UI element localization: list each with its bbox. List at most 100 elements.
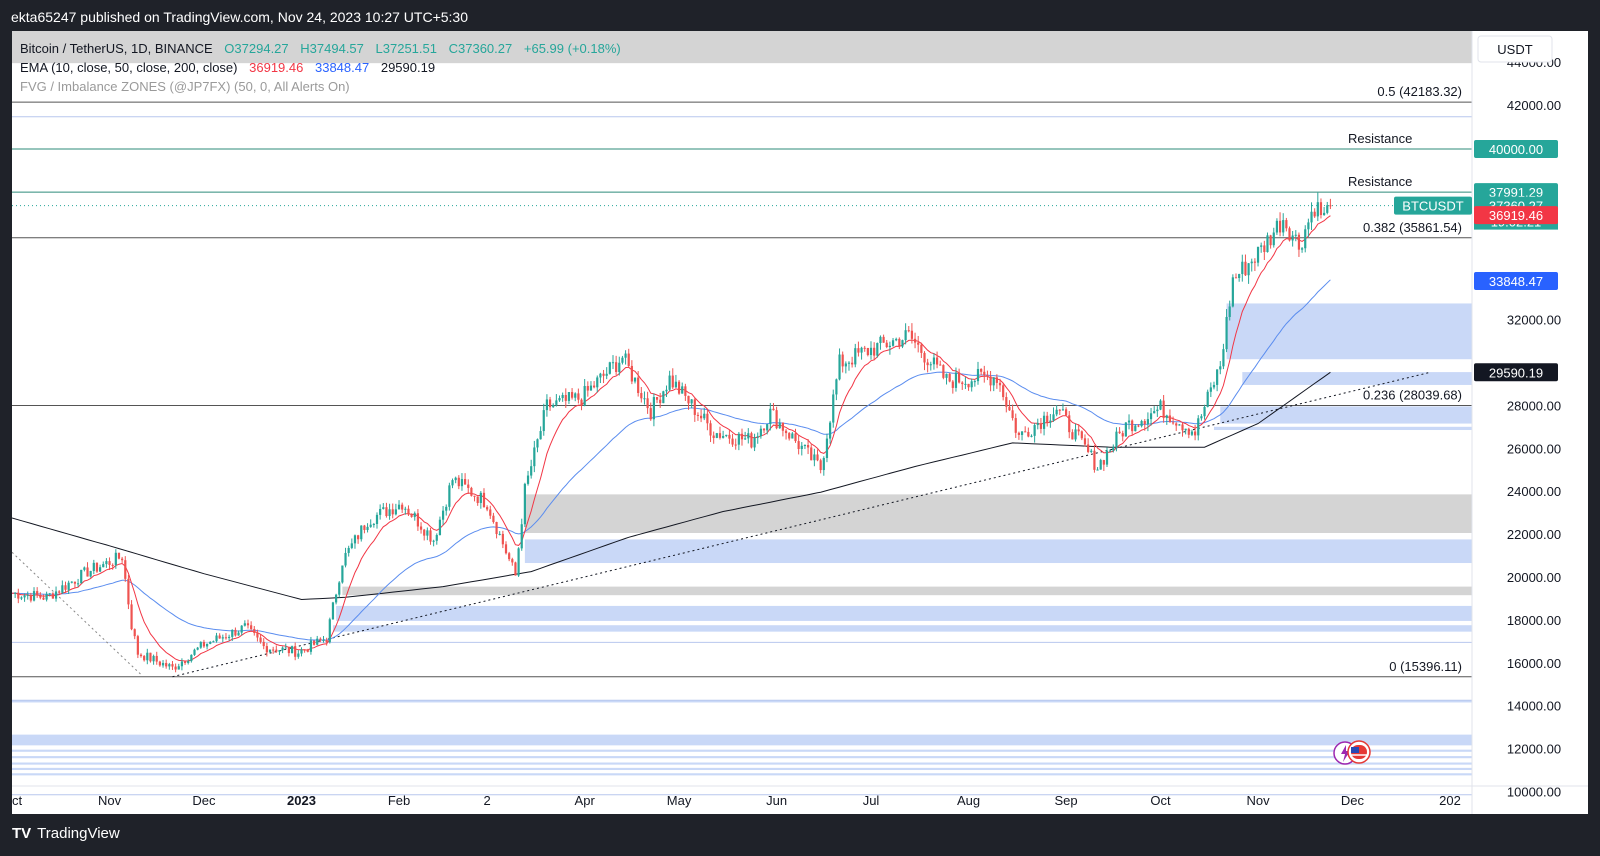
candle (747, 433, 750, 439)
candle (1219, 366, 1222, 370)
candle (228, 636, 231, 638)
candle (854, 348, 857, 365)
fvg-zone (1213, 426, 1472, 431)
candle (1153, 411, 1156, 414)
candle (451, 480, 454, 486)
candle (1175, 423, 1178, 426)
currency-button[interactable]: USDT (1477, 35, 1553, 63)
candle (1197, 418, 1200, 436)
candle (504, 544, 508, 554)
candle (1168, 415, 1172, 423)
candle (1099, 460, 1102, 470)
candle (89, 570, 92, 577)
candle (410, 514, 413, 517)
candle (240, 625, 243, 633)
candle (1143, 420, 1146, 425)
fvg-zone (1226, 303, 1472, 360)
candle (183, 661, 187, 663)
candle (857, 348, 860, 353)
candle (121, 558, 124, 561)
ema50-line (11, 279, 1331, 641)
x-tick-label: Dec (192, 793, 216, 808)
candle (593, 385, 596, 388)
candle (473, 495, 476, 497)
fvg-zone (342, 586, 1472, 596)
candle (973, 381, 976, 383)
candle (508, 553, 511, 560)
candle (570, 392, 574, 398)
candle (797, 441, 800, 449)
candle (671, 375, 674, 388)
price-chart[interactable]: 0.5 (42183.32) 0.382 (35861.54) 0.236 (280… (2, 31, 1588, 814)
candle (316, 638, 319, 645)
candle (621, 357, 624, 363)
fvg-zone (12, 767, 1472, 771)
candle (467, 484, 470, 488)
candle (297, 653, 300, 657)
tradingview-logo: TV (12, 825, 32, 842)
candle (618, 362, 621, 372)
candle (1216, 369, 1219, 385)
candle (841, 354, 844, 367)
candle (432, 540, 435, 542)
candle (391, 509, 394, 515)
candle (224, 637, 228, 639)
axis-layer: 44000.0042000.0032000.0028000.0026000.00… (2, 31, 1588, 814)
events-icon[interactable] (1333, 740, 1371, 765)
candle (438, 519, 442, 536)
legend-low: 37251.51 (383, 41, 437, 56)
candle (1159, 400, 1162, 410)
candle (51, 593, 55, 599)
candle (800, 445, 803, 449)
legend-o-label: O (224, 41, 234, 56)
fib-label: 0.5 (42183.32) (1377, 84, 1462, 99)
candle (1269, 235, 1272, 246)
candle (1093, 450, 1096, 470)
legend-ema200: 29590.19 (381, 60, 435, 75)
candle (882, 336, 885, 343)
candle (904, 330, 907, 341)
candle (1005, 397, 1008, 407)
candle (111, 564, 114, 566)
candle (539, 431, 542, 440)
candle (920, 344, 923, 353)
candle (161, 662, 165, 666)
candle (209, 641, 212, 644)
brand-name: TradingView (37, 825, 120, 842)
candle (1256, 246, 1260, 263)
price-tag-label: 37991.29 (1489, 185, 1543, 200)
legend-symbol: Bitcoin / TetherUS, 1D, BINANCE (20, 41, 213, 56)
candle (470, 487, 473, 496)
candle (989, 376, 992, 386)
candle (983, 371, 986, 376)
x-tick-label: 2 (484, 793, 491, 808)
fvg-zones (12, 31, 1473, 796)
candle (448, 485, 451, 507)
x-tick-label: May (667, 793, 692, 808)
footer-bar: TV TradingView (0, 814, 1600, 856)
chart-area[interactable]: 0.5 (42183.32) 0.382 (35861.54) 0.236 (280… (2, 31, 1588, 814)
candle (589, 385, 593, 391)
candle (699, 415, 703, 419)
candle (1307, 222, 1310, 230)
candle (202, 641, 206, 647)
candle (1131, 420, 1134, 432)
legend-h-label: H (300, 41, 309, 56)
fvg-zone (524, 539, 1472, 564)
candle (1156, 409, 1159, 412)
candle (246, 623, 250, 626)
candle (325, 639, 328, 643)
candle (1247, 263, 1250, 276)
candle (234, 629, 237, 636)
candle (205, 643, 209, 647)
tradingview-brand[interactable]: TV TradingView (12, 825, 120, 842)
candle (958, 372, 961, 383)
candle (149, 652, 152, 662)
candle (784, 430, 788, 434)
candle (250, 625, 253, 630)
fvg-zone (12, 756, 1472, 759)
candle (1187, 428, 1190, 435)
candle (218, 635, 221, 639)
candle (272, 649, 275, 651)
candle (756, 436, 759, 438)
